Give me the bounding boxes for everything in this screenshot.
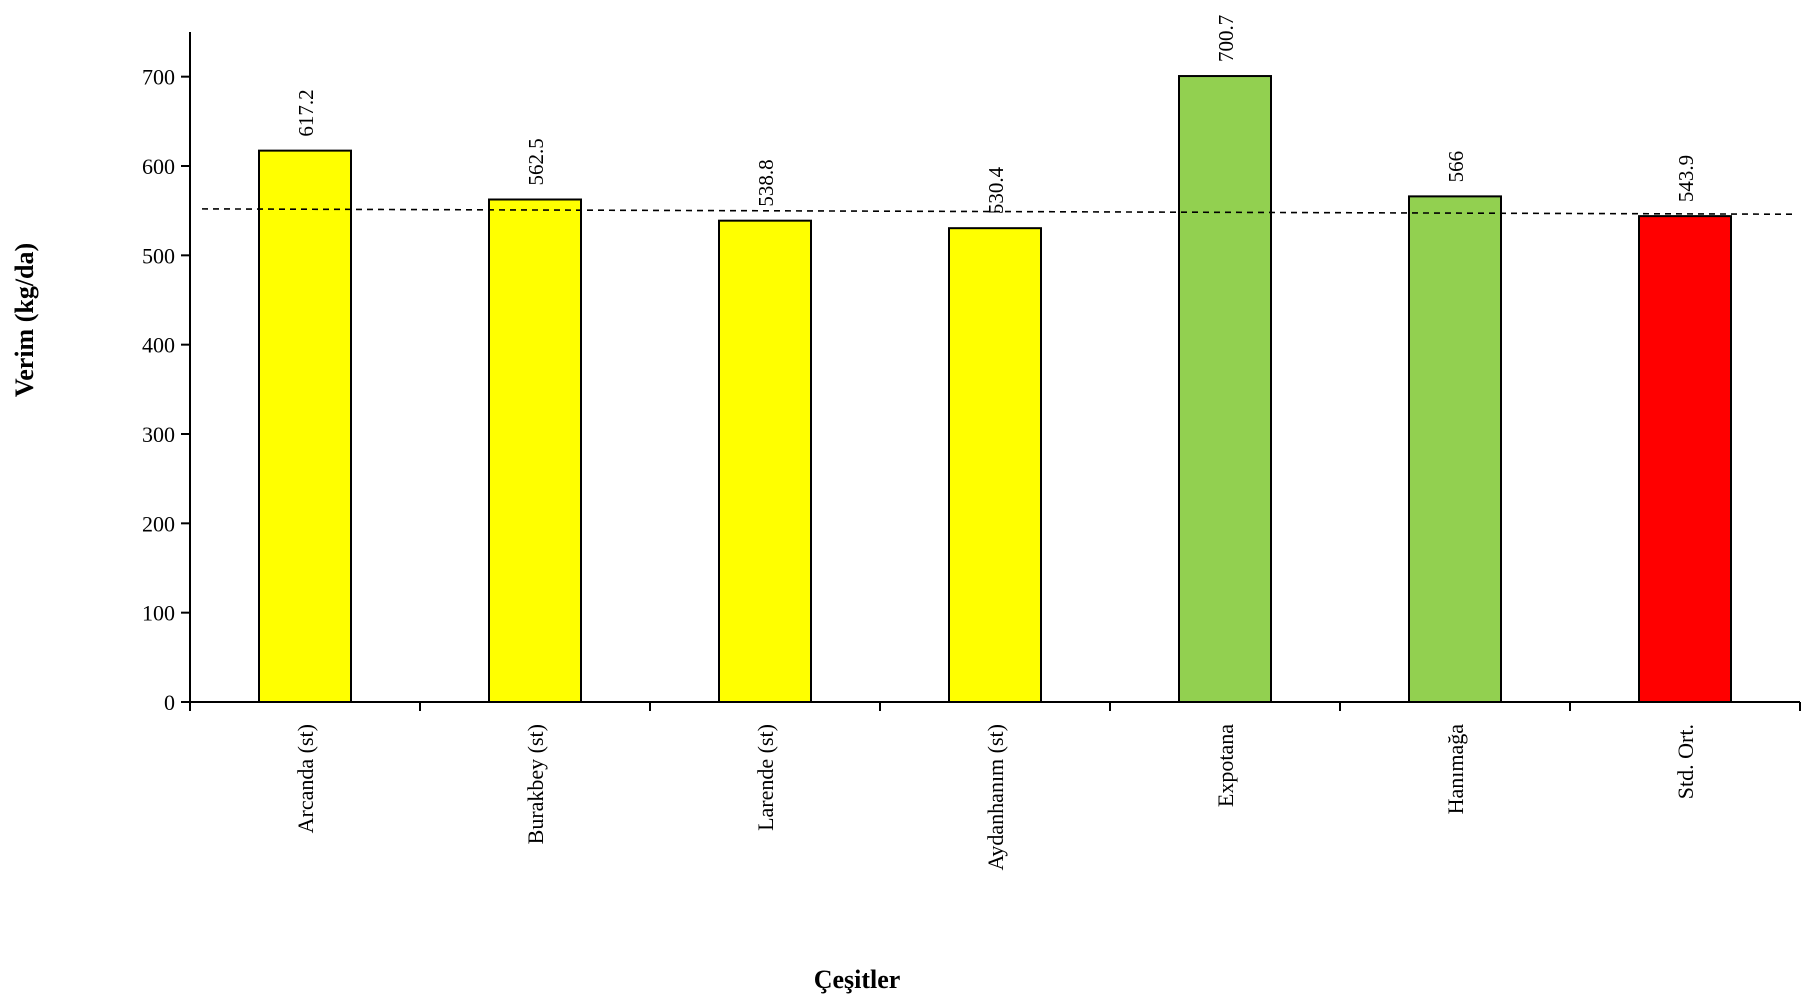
x-tick-label: Larende (st) bbox=[753, 724, 778, 831]
x-axis-title: Çeşitler bbox=[814, 965, 901, 994]
data-label: 538.8 bbox=[754, 159, 778, 206]
data-label: 530.4 bbox=[984, 166, 1008, 214]
y-tick-label: 0 bbox=[164, 690, 175, 715]
y-tick-label: 600 bbox=[142, 154, 175, 179]
bar bbox=[259, 151, 351, 702]
bar bbox=[719, 221, 811, 702]
x-tick-label: Aydanhanım (st) bbox=[983, 724, 1008, 870]
bar bbox=[1409, 196, 1501, 702]
x-tick-label: Arcanda (st) bbox=[293, 724, 318, 833]
y-tick-label: 100 bbox=[142, 601, 175, 626]
x-tick-label: Expotana bbox=[1213, 724, 1238, 807]
y-axis-title: Verim (kg/da) bbox=[10, 243, 39, 397]
y-tick-label: 200 bbox=[142, 511, 175, 536]
data-label: 562.5 bbox=[524, 138, 548, 185]
data-label: 566 bbox=[1444, 151, 1468, 183]
x-tick-label: Hanımağa bbox=[1443, 724, 1468, 815]
data-label: 543.9 bbox=[1674, 155, 1698, 202]
x-tick-label: Std. Ort. bbox=[1673, 724, 1698, 799]
bar bbox=[949, 228, 1041, 702]
x-tick-label: Burakbey (st) bbox=[523, 724, 548, 844]
data-label: 617.2 bbox=[294, 89, 318, 136]
y-tick-label: 400 bbox=[142, 333, 175, 358]
bar bbox=[1179, 76, 1271, 702]
y-tick-label: 700 bbox=[142, 65, 175, 90]
y-tick-label: 300 bbox=[142, 422, 175, 447]
bar bbox=[1639, 216, 1731, 702]
y-tick-label: 500 bbox=[142, 243, 175, 268]
data-label: 700.7 bbox=[1214, 15, 1238, 62]
bar bbox=[489, 200, 581, 703]
